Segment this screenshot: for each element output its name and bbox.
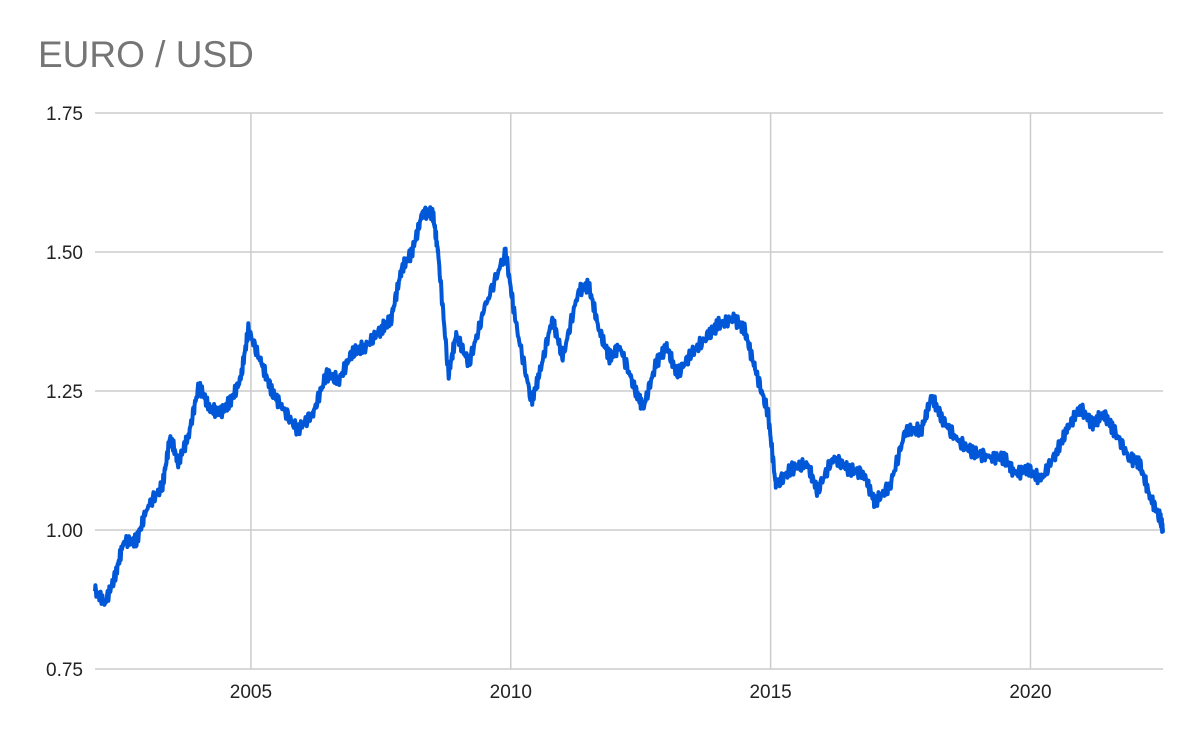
series-line	[93, 205, 1165, 607]
y-tick-label: 1.00	[46, 521, 83, 542]
x-tick-label: 2005	[230, 682, 272, 703]
y-tick-label: 1.25	[46, 382, 83, 403]
x-tick-label: 2020	[1009, 682, 1051, 703]
y-tick-label: 0.75	[46, 660, 83, 681]
x-tick-label: 2015	[749, 682, 791, 703]
chart-title: EURO / USD	[38, 34, 254, 75]
x-tick-label: 2010	[490, 682, 532, 703]
y-tick-label: 1.75	[46, 104, 83, 125]
y-tick-label: 1.50	[46, 243, 83, 264]
